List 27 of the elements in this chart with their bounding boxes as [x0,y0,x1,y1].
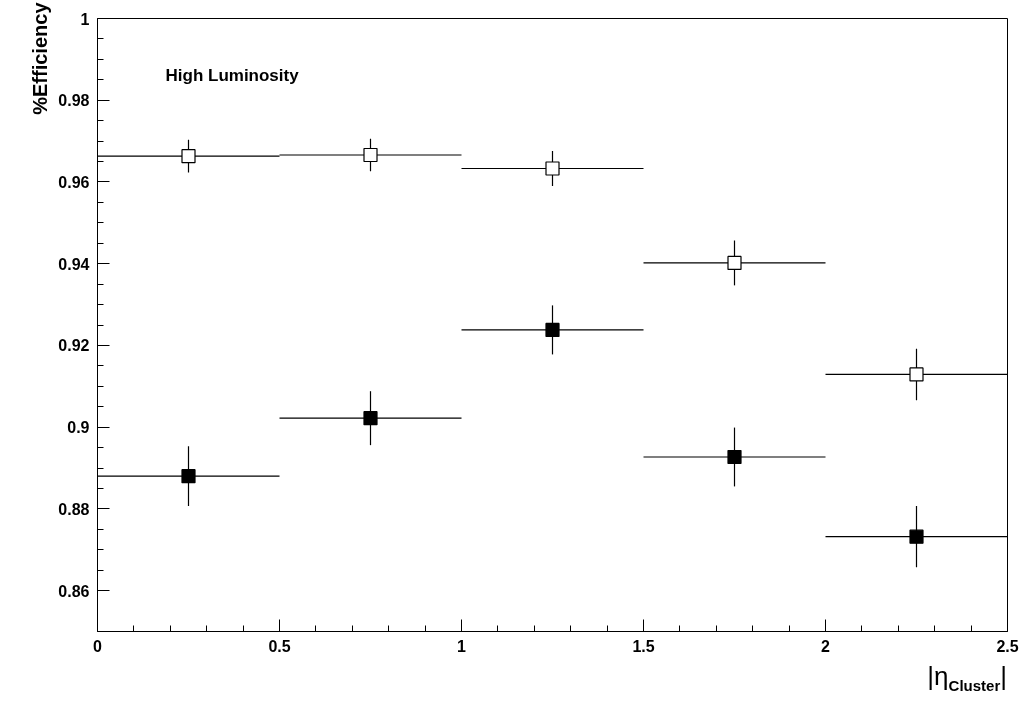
point [181,469,196,484]
y-tick-label: 0.98 [58,92,90,110]
annotation: High Luminosity [165,65,300,85]
y-tick-label: 1 [80,10,90,28]
point [909,367,924,382]
point [727,255,742,270]
point [363,411,378,426]
y-tick-label: 0.9 [67,419,90,437]
x-axis-title: |η$_{Cluster}$| [927,660,1007,697]
x-tick-label: 1 [457,637,467,655]
y-tick-label: 0.88 [58,500,90,518]
point [909,529,924,544]
point [363,147,378,163]
x-tick-label: 0.5 [268,637,291,655]
point [545,322,560,337]
y-axis-title: %Efficiency [28,1,51,115]
point [181,149,196,164]
point [727,449,742,465]
point [545,161,560,176]
x-tick-label: 1.5 [632,637,655,655]
x-tick-label: 0 [93,637,103,655]
y-tick-label: 0.92 [58,337,90,355]
y-tick-label: 0.86 [58,582,90,600]
y-tick-label: 0.96 [58,173,90,191]
x-tick-label: 2.5 [996,637,1019,655]
y-tick-label: 0.94 [58,255,90,273]
x-tick-label: 2 [821,637,831,655]
